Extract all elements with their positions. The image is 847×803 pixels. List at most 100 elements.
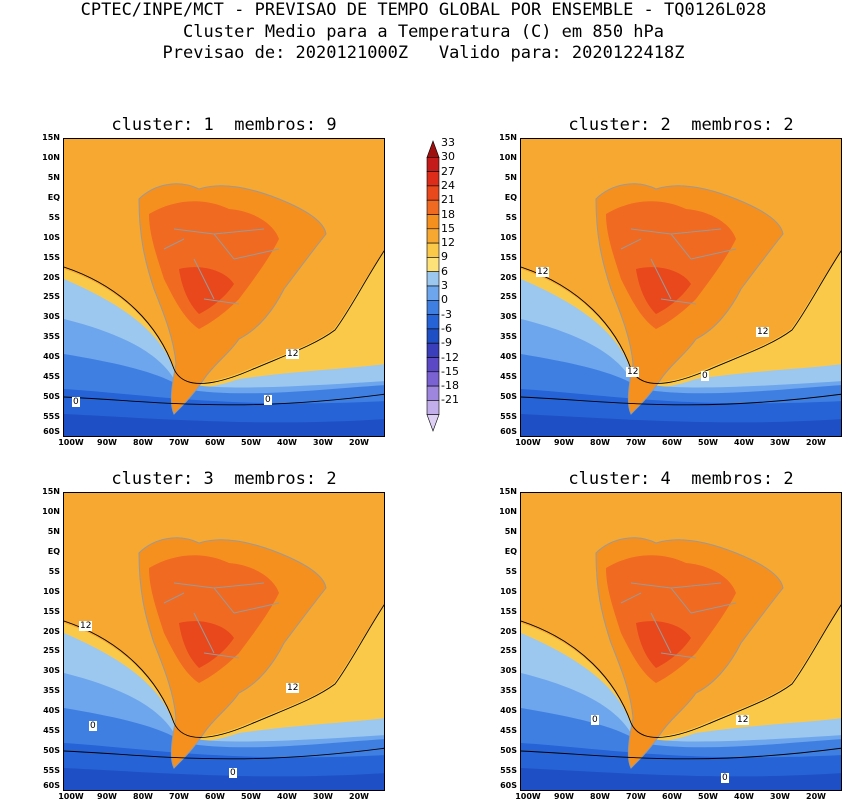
lat-label: 35S: [500, 332, 517, 342]
colorbar-label: 18: [441, 207, 455, 221]
header-line-1: CPTEC/INPE/MCT - PREVISAO DE TEMPO GLOBA…: [80, 0, 767, 20]
colorbar-label: 0: [441, 293, 448, 307]
lat-label: 15S: [500, 606, 517, 616]
lat-label: 10N: [42, 152, 60, 162]
land-hot-region: [149, 555, 279, 683]
colorbar-swatch: [426, 140, 440, 158]
lat-label: 45S: [43, 726, 60, 736]
lat-label: 5N: [504, 172, 517, 182]
lon-label: 100W: [58, 792, 84, 801]
lat-label: 60S: [500, 781, 517, 790]
lat-label: 10S: [43, 586, 60, 596]
colorbar-label: 15: [441, 221, 455, 235]
header-line-2: Cluster Medio para a Temperatura (C) em …: [182, 22, 665, 42]
contour-0: [521, 393, 841, 406]
lon-label: 20W: [349, 792, 369, 801]
lon-label: 20W: [806, 438, 826, 447]
lon-label: 40W: [734, 792, 754, 801]
colorbar-swatch: [426, 185, 440, 201]
lon-label: 60W: [662, 792, 682, 801]
lat-label: 10N: [499, 506, 517, 516]
colorbar-label: 30: [441, 150, 455, 164]
lat-label: 5N: [504, 526, 517, 536]
lat-label: 50S: [43, 392, 60, 402]
map-panel-4: 0 12 0: [520, 492, 842, 791]
lon-label: 70W: [626, 792, 646, 801]
land-hot-region: [606, 201, 736, 329]
lat-label: 40S: [43, 706, 60, 716]
contour-label: 12: [286, 349, 300, 359]
lat-label: 35S: [43, 332, 60, 342]
colorbar-label: -18: [441, 379, 459, 393]
lat-label: 30S: [500, 312, 517, 322]
temperature-band: [521, 414, 841, 436]
contour-label: 12: [736, 715, 750, 725]
temperature-band: [64, 414, 384, 436]
colorbar-label: -12: [441, 350, 459, 364]
lon-label: 50W: [241, 792, 261, 801]
lon-label: 40W: [277, 438, 297, 447]
lat-label: 15S: [500, 252, 517, 262]
lat-label: 55S: [500, 412, 517, 422]
lat-label: 15S: [43, 252, 60, 262]
colorbar-swatches: [426, 140, 440, 432]
map-panel-3: 12 12 0 0: [63, 492, 385, 791]
colorbar-swatch: [426, 357, 440, 373]
lat-label: 10S: [500, 232, 517, 242]
lat-label: 60S: [500, 427, 517, 436]
contour-0: [64, 747, 384, 760]
contour-label: 0: [721, 773, 729, 783]
lon-label: 90W: [554, 438, 574, 447]
panel-2-title: cluster: 2 membros: 2: [568, 115, 794, 135]
lat-label: 10S: [500, 586, 517, 596]
lat-label: 5S: [505, 212, 517, 222]
lat-label: 20S: [500, 272, 517, 282]
land-hot-region: [606, 555, 736, 683]
contour-12: [64, 604, 384, 738]
land-hot-region: [179, 621, 234, 668]
colorbar-swatch: [426, 228, 440, 244]
contour-label: 0: [72, 397, 80, 407]
contour-label: 0: [229, 768, 237, 778]
lon-label: 30W: [313, 792, 333, 801]
contour-label: 0: [591, 715, 599, 725]
lon-label: 100W: [58, 438, 84, 447]
lon-label: 50W: [698, 792, 718, 801]
contour-label: 0: [264, 395, 272, 405]
lon-label: 70W: [169, 438, 189, 447]
colorbar-swatch: [426, 257, 440, 273]
temperature-field: [64, 493, 384, 790]
colorbar-swatch: [426, 285, 440, 301]
lon-label: 90W: [97, 792, 117, 801]
lat-label: 20S: [500, 626, 517, 636]
lat-label: 5N: [47, 526, 60, 536]
lat-label: 15N: [499, 133, 517, 142]
contour-0: [521, 747, 841, 760]
lon-label: 80W: [133, 792, 153, 801]
lat-label: 50S: [43, 746, 60, 756]
country-borders: [595, 183, 784, 415]
colorbar-label: 12: [441, 236, 455, 250]
lon-label: 30W: [313, 438, 333, 447]
contour-12: [64, 250, 384, 384]
lon-label: 100W: [515, 438, 541, 447]
lat-label: 30S: [43, 666, 60, 676]
lat-label: EQ: [47, 192, 60, 202]
lat-label: 10N: [42, 506, 60, 516]
colorbar-swatch: [426, 171, 440, 187]
lon-label: 40W: [277, 792, 297, 801]
lon-label: 60W: [205, 792, 225, 801]
lat-label: 25S: [43, 292, 60, 302]
panel-3-title: cluster: 3 membros: 2: [111, 469, 337, 489]
lat-label: 45S: [500, 726, 517, 736]
colorbar-swatch: [426, 214, 440, 230]
panel-1-title: cluster: 1 membros: 9: [111, 115, 337, 135]
lat-label: 30S: [500, 666, 517, 676]
lat-label: EQ: [504, 192, 517, 202]
lon-label: 70W: [169, 792, 189, 801]
contour-0: [64, 393, 384, 406]
lat-label: 50S: [500, 746, 517, 756]
lat-label: 35S: [500, 686, 517, 696]
temperature-field: [64, 139, 384, 436]
temperature-band: [521, 768, 841, 790]
